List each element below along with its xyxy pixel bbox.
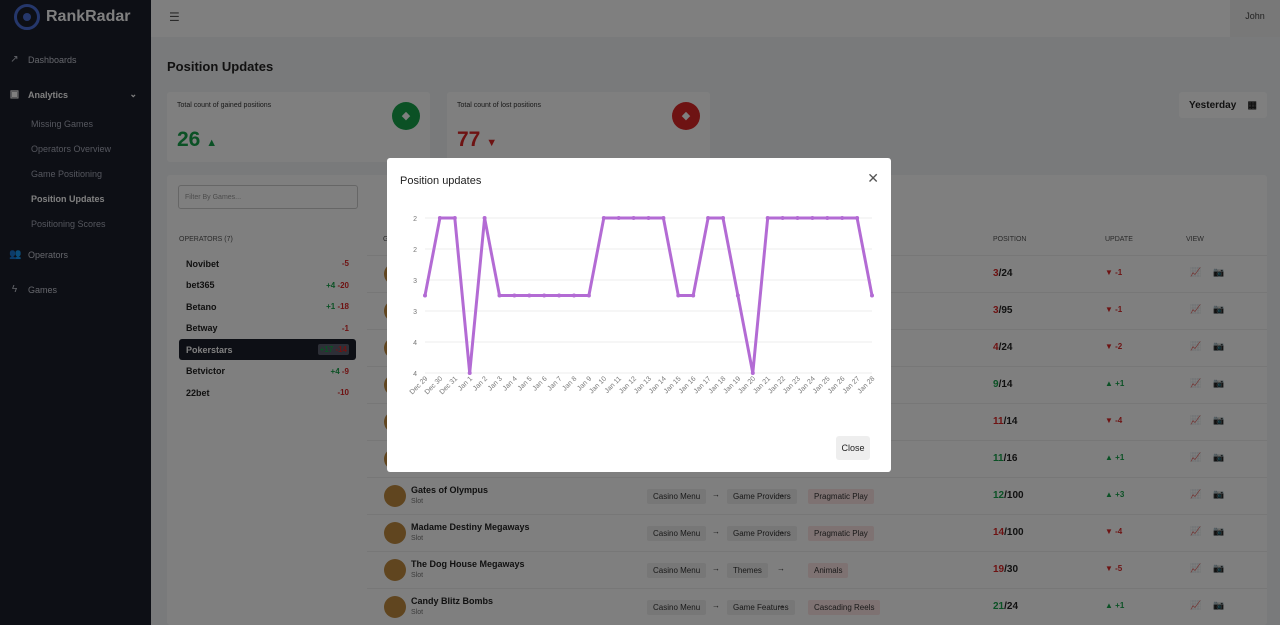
data-point[interactable]: [482, 216, 487, 220]
x-tick-label: Jan 4: [502, 375, 519, 392]
data-point[interactable]: [870, 293, 874, 298]
y-tick-label: 3: [413, 278, 417, 285]
x-tick-label: Jan 1: [457, 375, 474, 392]
data-point[interactable]: [527, 293, 532, 298]
data-point[interactable]: [750, 371, 755, 375]
data-point[interactable]: [735, 293, 740, 298]
position-updates-modal: Position updates ✕ 2 2 3 3 4 4 Dec 29 Dec 30 Dec…: [387, 158, 891, 472]
data-point[interactable]: [497, 293, 502, 298]
data-point[interactable]: [616, 216, 621, 220]
data-point[interactable]: [676, 293, 681, 298]
data-point[interactable]: [572, 293, 576, 298]
x-tick-label: Jan 5: [517, 375, 534, 392]
close-button[interactable]: Close: [836, 436, 870, 460]
data-point[interactable]: [467, 371, 472, 375]
y-tick-label: 2: [413, 216, 417, 223]
data-point[interactable]: [423, 293, 427, 298]
data-point[interactable]: [452, 216, 457, 220]
x-tick-label: Jan 7: [546, 375, 563, 392]
data-point[interactable]: [795, 216, 800, 220]
data-point[interactable]: [691, 293, 696, 298]
x-tick-label: Jan 8: [561, 375, 578, 392]
data-point[interactable]: [825, 216, 830, 220]
y-tick-label: 3: [413, 309, 417, 316]
data-point[interactable]: [840, 216, 845, 220]
data-point[interactable]: [810, 216, 815, 220]
x-tick-label: Jan 3: [487, 375, 504, 392]
data-point[interactable]: [646, 216, 651, 220]
y-tick-label: 2: [413, 247, 417, 254]
data-point[interactable]: [661, 216, 666, 220]
series-line: [423, 216, 874, 375]
data-point[interactable]: [512, 293, 517, 298]
data-point[interactable]: [586, 293, 591, 298]
y-tick-label: 4: [413, 340, 417, 347]
x-tick-label: Jan 28: [857, 375, 877, 395]
data-point[interactable]: [437, 216, 442, 220]
data-point[interactable]: [765, 216, 770, 220]
data-point[interactable]: [780, 216, 785, 220]
x-tick-label: Jan 2: [472, 375, 489, 392]
x-tick-label: Jan 6: [532, 375, 549, 392]
data-point[interactable]: [855, 216, 860, 220]
data-point[interactable]: [721, 216, 725, 220]
data-point[interactable]: [542, 293, 547, 298]
y-tick-label: 4: [413, 371, 417, 378]
modal-title: Position updates: [400, 175, 482, 187]
data-point[interactable]: [601, 216, 606, 220]
data-point[interactable]: [557, 293, 562, 298]
close-icon[interactable]: ✕: [867, 170, 879, 186]
data-point[interactable]: [631, 216, 636, 220]
data-point[interactable]: [706, 216, 711, 220]
